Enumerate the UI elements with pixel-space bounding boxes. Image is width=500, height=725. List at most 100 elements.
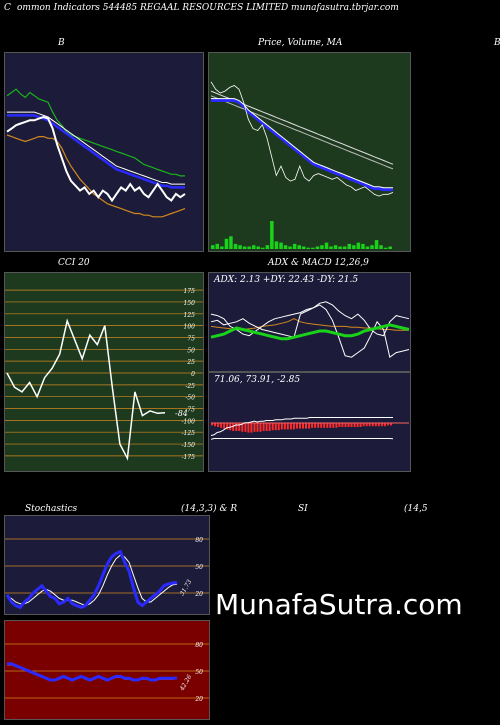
macd-hist-bar [383, 423, 386, 427]
volume-bar [333, 245, 338, 249]
macd-hist-bar [356, 423, 359, 427]
macd-hist-bar [295, 423, 298, 429]
volume-bar [352, 245, 356, 249]
macd-hist-bar [238, 423, 241, 431]
macd-hist-bar [323, 423, 326, 428]
rsi-tick-label: 80 [195, 642, 203, 649]
cci-tick-label: 75 [187, 335, 195, 342]
macd-hist-bar [344, 423, 347, 427]
volume-bar [261, 247, 265, 249]
macd-hist-bar [256, 423, 259, 432]
rsi-tick-label: 50 [195, 669, 203, 676]
cci-line [6, 318, 166, 461]
macd-hist-bar [214, 423, 216, 427]
volume-bar [233, 243, 238, 249]
macd-readout: 71.06, 73.91, -2.85 [214, 375, 301, 385]
volume-bar [229, 236, 233, 249]
macd-hist-bar [308, 423, 311, 429]
volume-bar [306, 247, 310, 249]
price-band-lower [210, 95, 394, 170]
rsi-value-label: 42.26 [178, 673, 193, 692]
macd-hist-bar [235, 423, 238, 431]
volume-bar [215, 243, 219, 249]
rsi-params-label: (14,5 [404, 504, 428, 514]
bollinger-panel [4, 52, 204, 252]
macd-hist-bar [289, 423, 292, 430]
macd-hist-bar [353, 423, 356, 427]
watermark: MunafaSutra.com [215, 588, 463, 621]
macd-hist-bar [347, 423, 350, 427]
price-panel [208, 52, 411, 252]
stoch-panel: 80 50 20 31.73 [4, 515, 210, 615]
cci-tick-label: 0 [191, 371, 195, 378]
price-ma-outline [211, 98, 393, 189]
macd-hist-bar [211, 423, 213, 426]
header-left-letter: C [4, 3, 11, 13]
volume-bar [247, 246, 251, 249]
macd-hist-bar [259, 423, 262, 432]
cci-tick-label: 175 [184, 288, 196, 295]
stoch-label: Stochastics [25, 504, 78, 514]
cci-tick-label: -175 [182, 454, 196, 461]
macd-hist-bar [244, 423, 247, 432]
cci-tick-label: 25 [186, 359, 195, 366]
cci-panel: 175 150 125 100 75 50 25 0 -25 -50 -75 -100 -125 -150… [4, 272, 204, 472]
volume-bar [224, 238, 229, 249]
stoch-tick-label: 20 [194, 591, 203, 598]
volume-bar [270, 221, 274, 249]
macd-hist-bar [268, 423, 271, 431]
macd-hist-bar [277, 423, 280, 431]
stoch-tick-label: 50 [195, 564, 203, 571]
macd-hist-bar [311, 423, 314, 428]
macd-signal-line [210, 438, 394, 440]
rsi-line [7, 662, 178, 682]
volume-bar [329, 246, 333, 249]
cci-tick-label: 150 [184, 300, 196, 307]
volume-bar [383, 247, 388, 249]
cci-tick-label: -100 [182, 418, 196, 425]
bollinger-label: B [58, 38, 65, 48]
volume-bar [324, 242, 329, 249]
macd-hist-bar [271, 423, 274, 431]
macd-hist-bar [232, 423, 235, 431]
adx-series-2 [210, 301, 410, 337]
macd-hist-bar [274, 423, 277, 431]
macd-hist-bar [305, 423, 307, 429]
bollinger-chart [6, 88, 186, 218]
price-label: Price, Volume, MA [258, 38, 343, 48]
macd-hist-bar [280, 423, 283, 430]
volume-bar [388, 246, 392, 249]
volume-bar [211, 245, 215, 249]
volume-bar [365, 246, 370, 249]
macd-line [210, 417, 393, 436]
volume-bar [283, 245, 288, 249]
volume-bar [238, 245, 242, 249]
macd-hist-bar [283, 423, 286, 430]
cci-tick-label: 50 [187, 347, 195, 354]
macd-hist-bar [332, 423, 335, 428]
volume-bar [220, 246, 224, 249]
cci-label: CCI 20 [58, 258, 90, 268]
stoch-params-label: (14,3,3) & R [181, 504, 238, 514]
macd-hist-bar [371, 423, 374, 427]
volume-bar [374, 240, 379, 249]
macd-chart [210, 417, 409, 440]
cci-tick-label: 125 [184, 312, 196, 319]
macd-hist-bar [229, 423, 232, 431]
macd-hist-bar [320, 423, 323, 428]
macd-hist-bar [241, 423, 244, 432]
macd-hist-bar [329, 423, 332, 428]
adx-panel: ADX: 2.13 +DY: 22.43 -DY: 21.5 [208, 272, 411, 372]
bollinger-series-0 [6, 88, 185, 177]
macd-hist-bar [390, 423, 392, 426]
macd-hist-bar [223, 423, 226, 429]
volume-bar [252, 245, 256, 249]
macd-hist-bar [314, 423, 317, 428]
stoch-k-line [5, 549, 178, 610]
macd-hist-bar [220, 423, 223, 428]
adx-readout: ADX: 2.13 +DY: 22.43 -DY: 21.5 [214, 275, 359, 285]
volume-bar [356, 242, 361, 249]
macd-hist-bar [365, 423, 368, 427]
bollinger-series-1 [7, 114, 185, 189]
